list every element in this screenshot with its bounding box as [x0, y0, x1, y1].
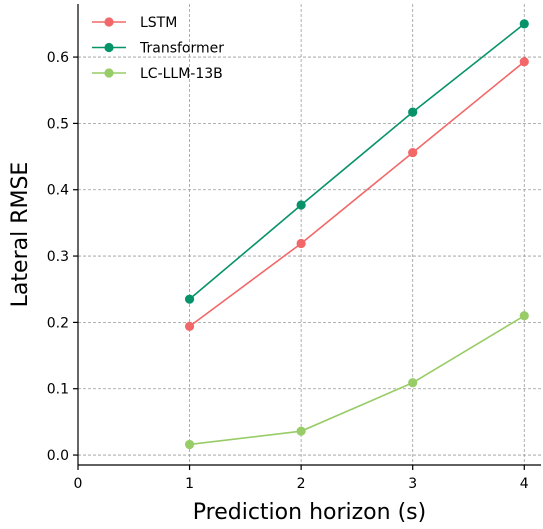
- data-point-lstm: [519, 57, 529, 67]
- data-point-lc-llm-13b: [184, 439, 195, 450]
- data-point-lc-llm-13b: [408, 378, 418, 388]
- grid: [78, 4, 541, 465]
- axes: 0 1 2 3 4 0.0 0.1 0.2 0.3 0.4 0.5 0.6: [47, 4, 541, 492]
- series-lstm: [184, 57, 529, 331]
- y-tick-label: 0.0: [47, 448, 69, 464]
- data-point-lstm: [296, 238, 306, 249]
- y-tick-label: 0.6: [47, 50, 69, 66]
- y-tick-label: 0.2: [47, 315, 69, 331]
- x-tick-label: 3: [408, 476, 417, 492]
- legend-label-lstm: LSTM: [140, 15, 177, 31]
- data-point-lstm: [184, 321, 195, 331]
- data-point-transformer: [184, 294, 195, 304]
- x-tick-label: 4: [520, 476, 529, 492]
- legend: LSTM Transformer LC-LLM-13B: [92, 15, 224, 82]
- legend-item-lc-llm-13b: LC-LLM-13B: [92, 66, 223, 82]
- y-tick-label: 0.5: [47, 116, 69, 132]
- data-point-lc-llm-13b: [519, 311, 529, 321]
- legend-marker-transformer: [104, 42, 114, 53]
- series-transformer: [184, 19, 529, 304]
- x-tick-label: 1: [185, 476, 194, 492]
- data-point-lstm: [408, 147, 418, 158]
- data-point-transformer: [519, 19, 529, 29]
- series-line-lc-llm-13b: [189, 315, 525, 446]
- series-line-transformer: [189, 23, 525, 300]
- legend-marker-lstm: [104, 17, 114, 27]
- x-axis-title: Prediction horizon (s): [193, 500, 426, 525]
- data-point-transformer: [408, 107, 418, 117]
- y-tick-label: 0.4: [47, 183, 69, 199]
- x-tick-label: 2: [297, 476, 306, 492]
- data-point-transformer: [296, 200, 306, 210]
- legend-marker-lc-llm-13b: [104, 68, 114, 78]
- legend-item-lstm: LSTM: [92, 15, 177, 31]
- data-point-lc-llm-13b: [296, 426, 306, 436]
- legend-label-transformer: Transformer: [139, 41, 224, 57]
- y-tick-label: 0.3: [47, 249, 69, 265]
- series-layer: [184, 19, 529, 450]
- y-axis-title: Lateral RMSE: [8, 162, 33, 308]
- series-lc-llm-13b: [184, 311, 529, 450]
- legend-item-transformer: Transformer: [92, 41, 224, 57]
- x-tick-label: 0: [74, 476, 83, 492]
- y-tick-label: 0.1: [47, 382, 69, 398]
- legend-label-lc-llm-13b: LC-LLM-13B: [140, 66, 223, 82]
- series-line-lstm: [189, 61, 525, 328]
